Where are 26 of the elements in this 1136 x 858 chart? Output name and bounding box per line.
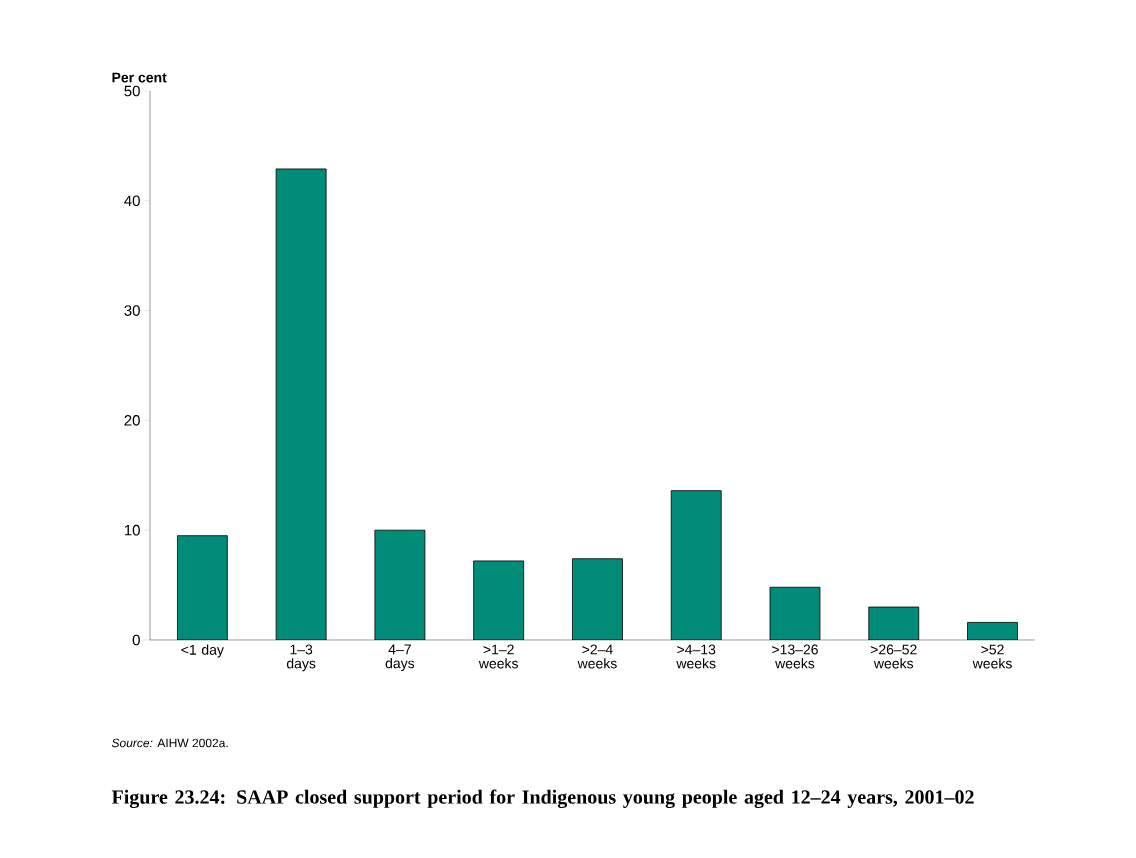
y-tick-label: 50 bbox=[124, 85, 140, 97]
bar bbox=[275, 168, 327, 640]
x-tick-label: >13–26 weeks bbox=[772, 644, 818, 669]
x-tick-label: <1 day bbox=[181, 644, 224, 658]
bar bbox=[868, 606, 920, 640]
x-tick-label: >26–52 weeks bbox=[870, 644, 917, 669]
x-tick-label: >52 weeks bbox=[972, 644, 1012, 669]
y-tick-label: 20 bbox=[124, 415, 140, 426]
y-tick-label: 40 bbox=[124, 195, 140, 207]
text: Source: AIHW 2002a. bbox=[111, 738, 228, 748]
x-tick-label: 4–7 days bbox=[385, 644, 415, 672]
text: Figure 23.24: SAAP closed support period for Indigenous young people aged 12–24 years, 2001–02 bbox=[111, 789, 974, 809]
bar bbox=[176, 535, 228, 640]
x-tick-label: >1–2 weeks bbox=[478, 644, 518, 669]
bar bbox=[473, 560, 525, 640]
bar bbox=[769, 586, 821, 640]
y-tick-label: 0 bbox=[132, 634, 140, 646]
x-tick-label: >4–13 weeks bbox=[676, 644, 716, 669]
x-tick-label: 1–3 days bbox=[286, 644, 316, 672]
bar bbox=[374, 529, 426, 640]
y-tick-label: 30 bbox=[124, 305, 140, 316]
y-axis-title: Per cent bbox=[112, 72, 167, 83]
bar bbox=[572, 558, 623, 640]
y-tick-label: 10 bbox=[124, 524, 140, 536]
bar bbox=[670, 490, 722, 640]
x-tick-label: >2–4 weeks bbox=[577, 644, 617, 669]
